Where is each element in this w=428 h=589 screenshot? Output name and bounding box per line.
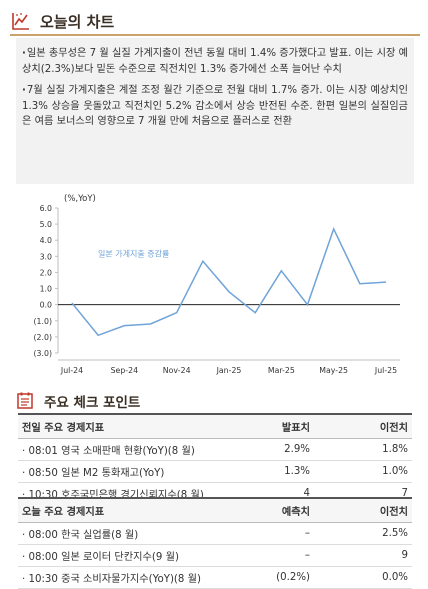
y-tick-label: 3.0 (40, 252, 52, 261)
today-chart-title: 오늘의 차트 (40, 11, 114, 32)
previous-value: 1.8% (314, 439, 412, 461)
indicator-name: · 08:00 일본 로이터 단칸지수(9 월) (18, 545, 218, 567)
summary-bullet: ·일본 총무성은 7 월 실질 가계지출이 전년 동월 대비 1.4% 증가했다… (22, 46, 408, 77)
column-header-indicator: 오늘 주요 경제지표 (18, 498, 218, 523)
x-tick-label: Sep-24 (111, 366, 138, 375)
x-tick-label: May-25 (319, 366, 348, 375)
forecast-value: – (218, 523, 314, 545)
y-tick-label: 4.0 (40, 236, 52, 245)
y-tick-label: 2.0 (40, 268, 52, 277)
y-tick-label: (1.0) (34, 317, 52, 326)
previous-value: 1.0% (314, 461, 412, 483)
checklist-icon (14, 390, 36, 412)
column-header-previous: 이전치 (314, 414, 412, 439)
today-chart-header: 오늘의 차트 (10, 8, 420, 36)
table-row: · 08:50 일본 M2 통화재고(YoY) 1.3% 1.0% (18, 461, 412, 483)
chart-svg: (%,YoY) 6.0 5.0 4.0 3.0 2.0 1.0 0.0 (1.0) (2.0) (3… (14, 190, 418, 380)
summary-bullet-text: 일본 총무성은 7 월 실질 가계지출이 전년 동월 대비 1.4% 증가했다고… (22, 48, 408, 75)
prev-day-indicators-table: 전일 주요 경제지표 발표치 이전치 · 08:01 영국 소매판매 현황(Yo… (18, 413, 412, 505)
check-points-header: 주요 체크 포인트 (14, 389, 140, 413)
actual-value: 2.9% (218, 439, 314, 461)
household-spending-chart: (%,YoY) 6.0 5.0 4.0 3.0 2.0 1.0 0.0 (1.0) (2.0) (3… (14, 190, 418, 380)
x-tick-label: Jan-25 (216, 366, 242, 375)
x-tick-label: Jul-25 (374, 366, 397, 375)
y-tick-label: 1.0 (40, 285, 52, 294)
x-tick-label: Mar-25 (268, 366, 295, 375)
indicator-name: · 08:00 한국 실업률(8 월) (18, 523, 218, 545)
line-chart-icon (10, 10, 32, 32)
table-row: · 08:00 일본 로이터 단칸지수(9 월) – 9 (18, 545, 412, 567)
previous-value: 9 (314, 545, 412, 567)
y-tick-label: (2.0) (34, 333, 52, 342)
summary-box: ·일본 총무성은 7 월 실질 가계지출이 전년 동월 대비 1.4% 증가했다… (16, 38, 414, 184)
column-header-actual: 발표치 (218, 414, 314, 439)
today-indicators-table: 오늘 주요 경제지표 예측치 이전치 · 08:00 한국 실업률(8 월) –… (18, 497, 412, 589)
indicator-name: · 10:30 중국 소비자물가지수(YoY)(8 월) (18, 567, 218, 589)
y-axis-unit-label: (%,YoY) (64, 194, 96, 204)
x-tick-label: Jul-24 (60, 366, 83, 375)
forecast-value: – (218, 545, 314, 567)
column-header-indicator: 전일 주요 경제지표 (18, 414, 218, 439)
y-tick-label: 0.0 (40, 301, 52, 310)
column-header-previous: 이전치 (314, 498, 412, 523)
previous-value: 2.5% (314, 523, 412, 545)
summary-bullet-text: 7월 실질 가계지출은 계절 조정 월간 기준으로 전월 대비 1.7% 증가.… (22, 85, 408, 127)
indicator-name: · 08:01 영국 소매판매 현황(YoY)(8 월) (18, 439, 218, 461)
table-header-row: 오늘 주요 경제지표 예측치 이전치 (18, 498, 412, 523)
series-line (72, 229, 386, 335)
table-row: · 08:01 영국 소매판매 현황(YoY)(8 월) 2.9% 1.8% (18, 439, 412, 461)
column-header-forecast: 예측치 (218, 498, 314, 523)
previous-value: 0.0% (314, 567, 412, 589)
x-tick-label: Nov-24 (163, 366, 191, 375)
table-row: · 08:00 한국 실업률(8 월) – 2.5% (18, 523, 412, 545)
y-tick-label: (3.0) (34, 349, 52, 358)
forecast-value: (0.2%) (218, 567, 314, 589)
check-points-title: 주요 체크 포인트 (44, 391, 140, 411)
y-tick-label: 6.0 (40, 204, 52, 213)
actual-value: 1.3% (218, 461, 314, 483)
series-label: 일본 가계지출 증감률 (98, 248, 169, 258)
y-tick-label: 5.0 (40, 220, 52, 229)
indicator-name: · 08:50 일본 M2 통화재고(YoY) (18, 461, 218, 483)
table-row: · 10:30 중국 소비자물가지수(YoY)(8 월) (0.2%) 0.0% (18, 567, 412, 589)
summary-bullet: ·7월 실질 가계지출은 계절 조정 월간 기준으로 전월 대비 1.7% 증가… (22, 83, 408, 130)
table-header-row: 전일 주요 경제지표 발표치 이전치 (18, 414, 412, 439)
